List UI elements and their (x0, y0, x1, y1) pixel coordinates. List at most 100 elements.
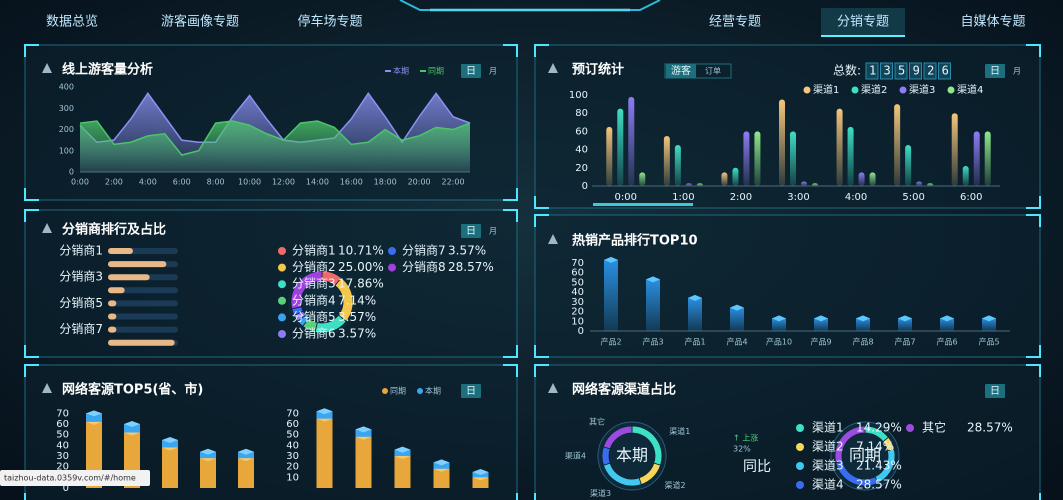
legend-value: 21.43% (856, 459, 902, 473)
bar-cap (124, 421, 140, 427)
legend-label: 同期 (390, 387, 406, 396)
tab[interactable]: 日 (466, 386, 476, 397)
bar-cap (433, 459, 450, 466)
bar-cap (688, 294, 702, 301)
panel-corner (534, 214, 1041, 358)
tab[interactable]: 月 (489, 67, 497, 76)
legend-swatch (796, 462, 804, 470)
url-text[interactable]: taizhou-data.0359v.com/#/home (4, 474, 136, 483)
bar-segment (433, 468, 450, 488)
y-tick-label: 60 (575, 126, 588, 137)
legend-value: 3.57% (338, 327, 376, 341)
nav-item[interactable]: 分销专题 (837, 15, 889, 30)
bar (847, 126, 854, 186)
tab-box (664, 63, 732, 79)
y-tick-label: 10 (286, 472, 299, 483)
bar-segment (355, 436, 372, 488)
tab[interactable]: 游客 (671, 64, 691, 77)
digit-box (865, 62, 879, 80)
legend-value: 7.14% (856, 440, 894, 454)
donut-center: 同期 (849, 446, 881, 465)
bar (688, 297, 702, 331)
digit-box (909, 62, 922, 80)
legend-swatch (278, 330, 286, 338)
y-tick-label: 50 (571, 277, 584, 288)
y-tick-label: 70 (286, 408, 299, 419)
bar (685, 183, 692, 186)
legend-value: 28.57% (448, 260, 494, 274)
nav-item[interactable]: 数据总览 (46, 14, 98, 30)
pie-slice (290, 270, 323, 310)
legend-value: 3.57% (338, 310, 376, 324)
bar-cap (646, 276, 660, 283)
bar-cap (604, 256, 618, 263)
nav-item[interactable]: 停车场专题 (297, 14, 362, 30)
bar (108, 287, 125, 294)
x-tick-label: 3:00 (787, 192, 809, 203)
y-tick-label: 300 (59, 104, 74, 113)
y-tick-label: 200 (59, 125, 74, 134)
nav-item[interactable]: 游客画像专题 (161, 14, 239, 30)
bar-cap (162, 437, 178, 443)
bar-cap (200, 448, 216, 455)
legend-label: 分销商8 (402, 259, 446, 274)
digit-box (880, 62, 893, 80)
panel (24, 209, 518, 358)
tab[interactable]: 日 (466, 226, 476, 237)
y-tick-label: 10 (571, 316, 584, 327)
legend-value: 28.57% (967, 421, 1013, 435)
legend-swatch (388, 263, 396, 272)
tab[interactable]: 日 (466, 66, 476, 77)
bar (639, 172, 646, 186)
legend-value: 10.71% (338, 244, 384, 258)
legend-value: 25.00% (338, 260, 384, 274)
legend-label: 渠道4 (812, 478, 844, 492)
bar (801, 181, 807, 186)
nav-active-bg (821, 8, 905, 36)
tab[interactable]: 月 (489, 227, 497, 236)
panel-title: 线上游客量分析 (62, 62, 153, 78)
area (80, 121, 470, 172)
y-tick-label: 30 (571, 297, 584, 308)
bar-segment (394, 449, 411, 456)
bar-cap (238, 448, 254, 455)
legend-swatch (851, 86, 859, 94)
nav-item[interactable]: 自媒体专题 (960, 15, 1025, 30)
legend-swatch (947, 86, 955, 94)
title-icon (42, 63, 52, 73)
y-tick-label: 100 (569, 90, 588, 101)
bar (606, 126, 613, 186)
tab[interactable]: 订单 (705, 66, 721, 76)
bar (754, 131, 761, 186)
bar (730, 307, 744, 331)
bar-segment (200, 451, 216, 459)
bar-cap (472, 469, 489, 475)
bar (108, 248, 133, 254)
x-tick-label: 产品4 (726, 337, 747, 347)
x-tick-label: 1:00 (672, 192, 694, 203)
tab-active (461, 64, 481, 78)
x-tick-label: 产品8 (852, 337, 873, 347)
bar-cap (772, 315, 786, 322)
x-tick-label: 12:00 (272, 178, 295, 187)
legend-swatch (796, 481, 804, 489)
nav-item[interactable]: 经营专题 (709, 15, 761, 30)
slice-label: 渠道2 (665, 480, 686, 490)
title-icon (42, 223, 52, 233)
bar-segment (316, 418, 333, 488)
bar-segment (162, 447, 178, 488)
x-tick-label: 产品7 (894, 337, 915, 347)
title-icon (42, 383, 52, 393)
legend-value: 7.14% (338, 293, 376, 307)
tab[interactable]: 日 (990, 386, 1000, 397)
legend-label: 分销商1 (292, 243, 336, 258)
legend-swatch (278, 280, 286, 289)
total-label: 总数: (833, 63, 861, 78)
tab-active (666, 64, 696, 78)
tab[interactable]: 日 (990, 66, 1000, 77)
slice-label: 渠道1 (669, 426, 690, 436)
bar (628, 96, 635, 186)
bar (973, 131, 980, 186)
tab[interactable]: 月 (1013, 67, 1021, 76)
bar (779, 99, 785, 186)
